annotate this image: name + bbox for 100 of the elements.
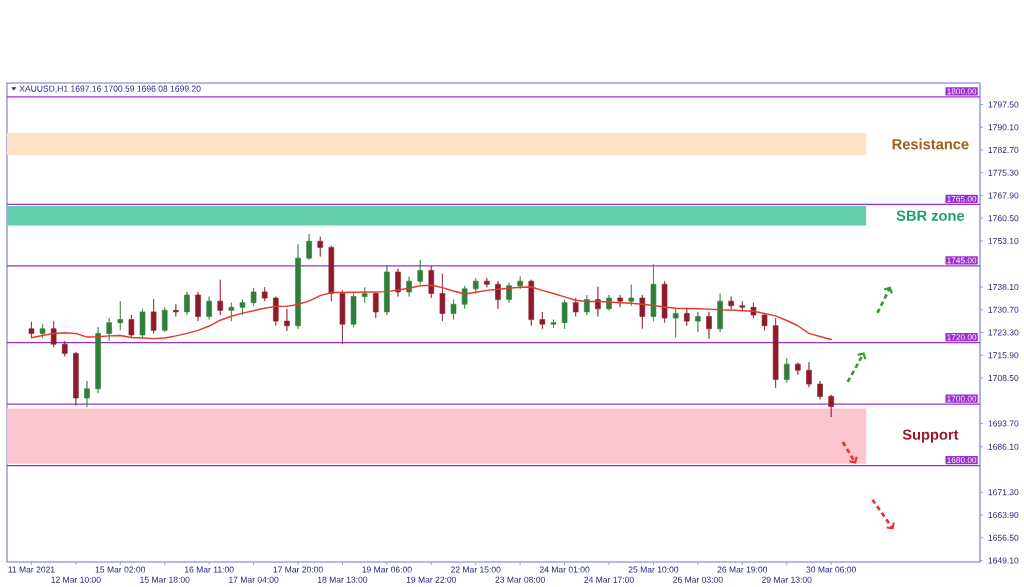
- candlestick: [828, 394, 834, 418]
- candlestick: [317, 236, 324, 257]
- candlestick: [661, 280, 668, 323]
- y-tick-label: 1760.50: [988, 215, 1019, 222]
- candlestick: [161, 306, 168, 333]
- y-tick-label: 1775.30: [988, 169, 1019, 176]
- band-label: Resistance: [892, 138, 969, 150]
- candlestick: [472, 277, 479, 294]
- y-tick-label: 1767.90: [988, 192, 1019, 199]
- candlestick: [761, 313, 768, 331]
- candlestick: [50, 320, 57, 348]
- y-tick-label: 1797.50: [988, 101, 1019, 108]
- candlestick: [561, 299, 568, 330]
- candlestick: [195, 291, 201, 322]
- candlestick: [695, 311, 701, 333]
- candlestick: [395, 268, 401, 297]
- candlestick: [495, 280, 501, 310]
- candlestick: [384, 264, 390, 316]
- candlestick: [250, 287, 257, 307]
- candlestick: [128, 314, 135, 339]
- y-tick-label: 1782.70: [988, 146, 1019, 153]
- candlestick: [639, 294, 646, 330]
- candlestick: [106, 317, 112, 342]
- x-tick-label: 29 Mar 13:00: [762, 576, 812, 583]
- x-tick-label: 24 Mar 01:00: [539, 566, 590, 573]
- x-tick-label: 17 Mar 04:00: [229, 576, 279, 583]
- band-label: SBR zone: [896, 210, 965, 221]
- x-tick-label: 15 Mar 02:00: [95, 566, 146, 573]
- candlestick: [684, 308, 690, 327]
- candlestick: [728, 296, 734, 310]
- y-tick-label: 1715.90: [988, 352, 1019, 359]
- y-tick-label: 1693.70: [988, 420, 1019, 427]
- candlestick: [417, 259, 423, 285]
- y-tick-label: 1790.10: [988, 124, 1019, 131]
- ref-line-label: 1765.00: [947, 195, 977, 202]
- candlestick: [350, 291, 357, 328]
- candlestick: [295, 243, 301, 330]
- candlestick: [706, 311, 712, 340]
- y-tick-label: 1753.10: [988, 237, 1019, 244]
- band-label: Support: [902, 429, 959, 443]
- x-tick-label: 30 Mar 06:00: [806, 566, 856, 573]
- candlestick: [539, 311, 546, 330]
- candlestick: [284, 308, 290, 332]
- candlestick: [117, 300, 124, 331]
- candlestick: [306, 233, 312, 261]
- candlestick: [139, 308, 146, 339]
- candlestick: [717, 293, 723, 333]
- candlestick: [795, 362, 801, 376]
- candlestick: [650, 263, 657, 322]
- y-tick-label: 1649.10: [988, 557, 1019, 564]
- candlestick: [739, 300, 746, 311]
- y-tick-label: 1686.10: [988, 443, 1019, 450]
- x-tick-label: 25 Mar 10:00: [628, 566, 679, 573]
- ref-line-label: 1680.00: [947, 457, 977, 463]
- candlestick: [550, 319, 557, 329]
- candlestick: [261, 286, 268, 302]
- candlestick: [328, 245, 335, 302]
- candlestick: [428, 265, 435, 299]
- ref-line-label: 1720.00: [947, 334, 977, 341]
- candlestick: [206, 296, 212, 320]
- candlestick: [806, 361, 812, 388]
- y-tick-label: 1708.50: [988, 374, 1019, 381]
- candlestick: [184, 291, 190, 316]
- x-tick-label: 24 Mar 17:00: [584, 576, 634, 583]
- candlestick: [39, 323, 46, 339]
- line-series: [30, 284, 832, 341]
- ref-line-label: 1800.00: [947, 88, 977, 95]
- candlestick: [517, 276, 523, 290]
- candlestick: [273, 296, 279, 327]
- candlestick: [173, 303, 179, 317]
- candlestick: [239, 299, 246, 316]
- x-tick-label: 22 Mar 15:00: [451, 566, 501, 573]
- candlestick: [372, 291, 379, 319]
- candlestick: [217, 279, 224, 316]
- candlestick: [439, 273, 446, 322]
- candlestick: [617, 294, 623, 308]
- y-tick-label: 1738.10: [988, 283, 1019, 291]
- y-tick-label: 1663.90: [988, 511, 1019, 519]
- x-tick-label: 11 Mar 2021: [8, 566, 55, 573]
- candlestick: [450, 299, 457, 320]
- y-tick-label: 1730.70: [988, 306, 1019, 313]
- candlestick: [817, 380, 823, 400]
- candlestick: [95, 326, 101, 394]
- candlestick: [672, 308, 679, 339]
- candlestick: [84, 380, 90, 408]
- x-tick-label: 12 Mar 10:00: [51, 576, 101, 583]
- candlestick: [61, 340, 68, 357]
- candlestick: [572, 297, 579, 317]
- candlestick: [584, 294, 590, 316]
- candlestick: [528, 279, 535, 327]
- x-tick-label: 18 Mar 13:00: [317, 576, 368, 583]
- candlestick: [150, 298, 157, 334]
- candlestick: [361, 286, 368, 304]
- x-tick-label: 15 Mar 18:00: [140, 576, 190, 583]
- x-tick-label: 26 Mar 03:00: [673, 576, 723, 583]
- candlestick: [628, 284, 635, 307]
- ref-line-label: 1745.00: [947, 257, 977, 264]
- y-tick-label: 1723.30: [988, 329, 1019, 336]
- x-tick-label: 16 Mar 11:00: [184, 566, 234, 573]
- x-tick-label: 19 Mar 06:00: [362, 566, 412, 573]
